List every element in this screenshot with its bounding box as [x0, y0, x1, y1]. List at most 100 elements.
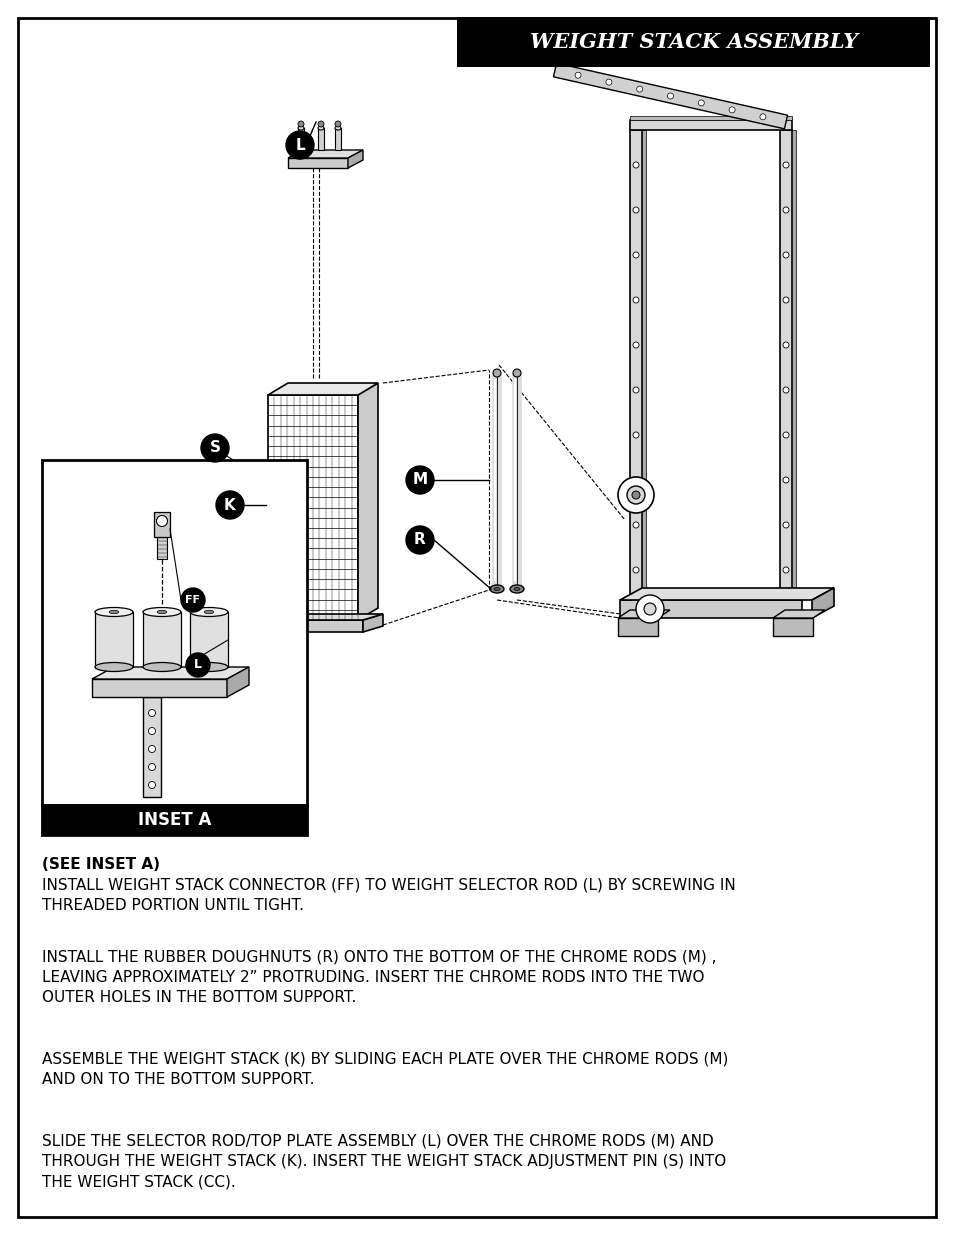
Circle shape	[297, 121, 304, 127]
Ellipse shape	[190, 608, 228, 616]
Polygon shape	[263, 614, 382, 620]
Bar	[143, 613, 181, 667]
Text: R: R	[414, 532, 425, 547]
Bar	[629, 120, 791, 130]
Circle shape	[633, 342, 639, 348]
Text: LEAVING APPROXIMATELY 2” PROTRUDING. INSERT THE CHROME RODS INTO THE TWO: LEAVING APPROXIMATELY 2” PROTRUDING. INS…	[42, 969, 703, 984]
Ellipse shape	[143, 662, 181, 672]
Bar	[791, 130, 795, 600]
Polygon shape	[357, 383, 377, 620]
Bar	[629, 116, 791, 120]
Ellipse shape	[514, 588, 519, 590]
Ellipse shape	[256, 477, 271, 483]
Circle shape	[636, 595, 663, 622]
Circle shape	[181, 588, 205, 613]
Polygon shape	[227, 667, 249, 697]
Polygon shape	[268, 383, 377, 395]
Text: M: M	[412, 473, 427, 488]
Ellipse shape	[494, 588, 499, 590]
Text: SLIDE THE SELECTOR ROD/TOP PLATE ASSEMBLY (L) OVER THE CHROME RODS (M) AND: SLIDE THE SELECTOR ROD/TOP PLATE ASSEMBL…	[42, 1134, 713, 1149]
Polygon shape	[772, 610, 824, 618]
Circle shape	[513, 369, 520, 377]
Circle shape	[149, 746, 155, 752]
Circle shape	[782, 296, 788, 303]
Circle shape	[618, 477, 654, 513]
Bar	[335, 128, 340, 149]
Ellipse shape	[143, 608, 181, 616]
Bar	[317, 128, 324, 149]
Text: INSTALL THE RUBBER DOUGHNUTS (R) ONTO THE BOTTOM OF THE CHROME RODS (M) ,: INSTALL THE RUBBER DOUGHNUTS (R) ONTO TH…	[42, 950, 716, 965]
Circle shape	[406, 526, 434, 555]
Polygon shape	[619, 588, 833, 600]
Text: K: K	[224, 498, 235, 513]
Polygon shape	[553, 63, 787, 128]
Bar	[772, 618, 812, 636]
Text: FF: FF	[185, 595, 200, 605]
Circle shape	[186, 653, 210, 677]
Text: (SEE INSET A): (SEE INSET A)	[42, 857, 160, 872]
Bar	[153, 513, 170, 537]
Circle shape	[631, 492, 639, 499]
Text: INSET A: INSET A	[137, 811, 211, 829]
Bar	[288, 158, 348, 168]
Circle shape	[633, 567, 639, 573]
Circle shape	[633, 162, 639, 168]
Circle shape	[633, 477, 639, 483]
Circle shape	[667, 93, 673, 99]
Bar	[268, 395, 357, 620]
Bar	[629, 130, 641, 600]
Text: OUTER HOLES IN THE BOTTOM SUPPORT.: OUTER HOLES IN THE BOTTOM SUPPORT.	[42, 990, 356, 1005]
Circle shape	[215, 492, 244, 519]
Circle shape	[633, 432, 639, 438]
Circle shape	[201, 433, 229, 462]
Circle shape	[633, 207, 639, 212]
Ellipse shape	[157, 610, 167, 614]
Text: ASSEMBLE THE WEIGHT STACK (K) BY SLIDING EACH PLATE OVER THE CHROME RODS (M): ASSEMBLE THE WEIGHT STACK (K) BY SLIDING…	[42, 1052, 727, 1067]
Ellipse shape	[190, 662, 228, 672]
Circle shape	[286, 131, 314, 159]
Ellipse shape	[490, 585, 503, 593]
Text: L: L	[193, 658, 202, 672]
Circle shape	[149, 709, 155, 716]
Polygon shape	[618, 610, 669, 618]
Polygon shape	[811, 588, 833, 618]
Bar	[143, 697, 161, 797]
Text: THE WEIGHT STACK (CC).: THE WEIGHT STACK (CC).	[42, 1174, 235, 1189]
Circle shape	[782, 522, 788, 529]
Ellipse shape	[297, 126, 304, 130]
Circle shape	[149, 763, 155, 771]
Circle shape	[782, 342, 788, 348]
Circle shape	[782, 252, 788, 258]
Polygon shape	[363, 614, 382, 632]
Circle shape	[782, 162, 788, 168]
Circle shape	[636, 86, 642, 93]
Bar	[619, 600, 801, 618]
Circle shape	[633, 522, 639, 529]
Ellipse shape	[110, 610, 118, 614]
Ellipse shape	[204, 610, 213, 614]
Bar	[42, 459, 307, 805]
Text: INSTALL WEIGHT STACK CONNECTOR (FF) TO WEIGHT SELECTOR ROD (L) BY SCREWING IN: INSTALL WEIGHT STACK CONNECTOR (FF) TO W…	[42, 878, 735, 893]
Circle shape	[149, 727, 155, 735]
Bar	[157, 537, 167, 559]
Bar	[91, 679, 227, 697]
Circle shape	[633, 387, 639, 393]
Ellipse shape	[95, 662, 132, 672]
Bar	[263, 620, 363, 632]
Circle shape	[251, 474, 258, 482]
Ellipse shape	[317, 126, 324, 130]
Text: THREADED PORTION UNTIL TIGHT.: THREADED PORTION UNTIL TIGHT.	[42, 898, 304, 913]
Circle shape	[149, 782, 155, 788]
Circle shape	[782, 387, 788, 393]
Circle shape	[643, 603, 656, 615]
Circle shape	[406, 466, 434, 494]
Circle shape	[760, 114, 765, 120]
Text: AND ON TO THE BOTTOM SUPPORT.: AND ON TO THE BOTTOM SUPPORT.	[42, 1072, 314, 1087]
Ellipse shape	[335, 126, 340, 130]
Circle shape	[626, 487, 644, 504]
Bar	[618, 618, 658, 636]
Text: L: L	[294, 137, 305, 152]
Polygon shape	[288, 149, 363, 158]
Bar	[42, 805, 307, 835]
Circle shape	[605, 79, 611, 85]
